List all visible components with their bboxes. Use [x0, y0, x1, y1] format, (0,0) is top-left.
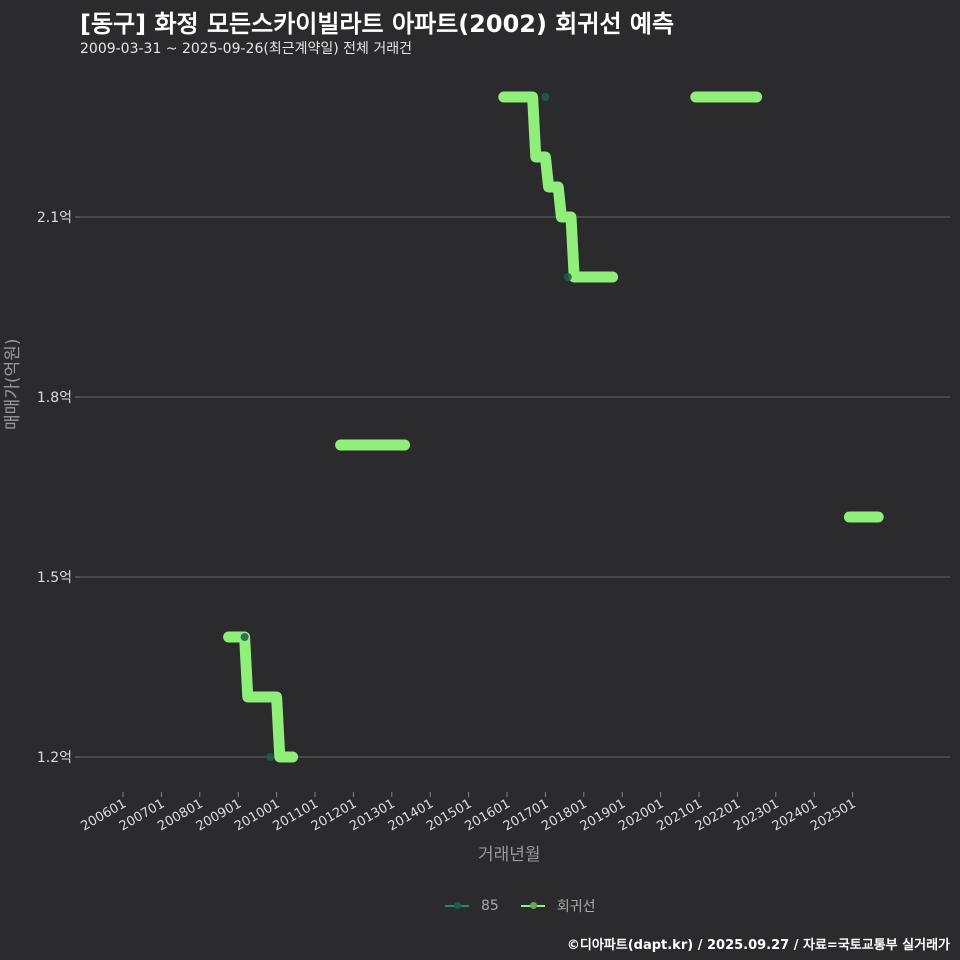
legend-label-regression: 회귀선 [556, 899, 596, 915]
footer-credit: ©디아파트(dapt.kr) / 2025.09.27 / 자료=국토교통부 실… [566, 938, 950, 953]
y-tick-label: 1.5억 [37, 570, 72, 586]
legend: 85 회귀선 [445, 896, 595, 916]
legend-swatch-regression [520, 905, 545, 907]
y-axis-label: 매매가(억원) [3, 338, 23, 430]
legend-swatch-85 [445, 905, 469, 907]
y-tick-label: 1.8억 [37, 390, 72, 406]
x-axis-label: 거래년월 [478, 845, 541, 865]
regression-line [498, 91, 619, 283]
y-tick-label: 1.2억 [37, 750, 72, 766]
data-point [541, 93, 550, 101]
data-point [266, 753, 275, 761]
regression-line [223, 631, 299, 763]
y-tick-label: 2.1억 [37, 210, 72, 226]
chart-title: [동구] 화정 모든스카이빌라트 아파트(2002) 회귀선 예측 [80, 10, 675, 38]
legend-label-85: 85 [481, 898, 499, 914]
data-point [240, 633, 249, 641]
chart-subtitle: 2009-03-31 ~ 2025-09-26(최근계약일) 전체 거래건 [80, 41, 412, 57]
data-point [563, 273, 572, 281]
